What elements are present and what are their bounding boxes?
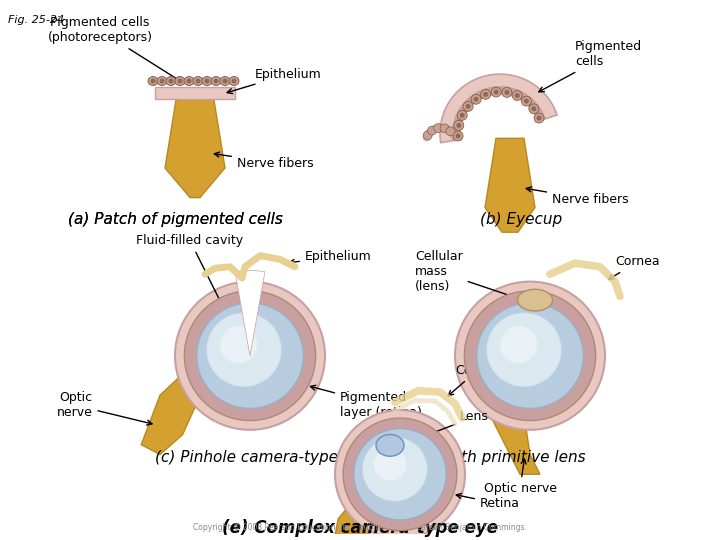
Text: Optic
nerve: Optic nerve: [57, 391, 152, 425]
Ellipse shape: [374, 449, 407, 481]
Circle shape: [454, 120, 464, 130]
Text: Optic nerve: Optic nerve: [484, 459, 557, 495]
Circle shape: [446, 127, 455, 136]
PathPatch shape: [328, 499, 374, 540]
Text: Cornea: Cornea: [449, 364, 500, 396]
Circle shape: [440, 124, 449, 133]
Ellipse shape: [204, 78, 210, 84]
Text: Cornea: Cornea: [608, 255, 660, 279]
Circle shape: [483, 92, 488, 97]
Ellipse shape: [166, 77, 176, 85]
Circle shape: [463, 102, 473, 111]
Circle shape: [428, 126, 436, 135]
Circle shape: [515, 93, 520, 98]
Circle shape: [534, 113, 544, 123]
Ellipse shape: [477, 303, 583, 408]
Ellipse shape: [214, 78, 218, 84]
Circle shape: [536, 116, 541, 120]
Circle shape: [524, 99, 529, 104]
Ellipse shape: [362, 437, 427, 501]
Ellipse shape: [202, 77, 212, 85]
PathPatch shape: [165, 94, 225, 198]
Ellipse shape: [500, 326, 538, 363]
PathPatch shape: [141, 370, 205, 455]
Ellipse shape: [196, 78, 200, 84]
Ellipse shape: [193, 77, 203, 85]
Circle shape: [456, 133, 461, 138]
Ellipse shape: [168, 78, 174, 84]
Circle shape: [453, 131, 463, 141]
Ellipse shape: [148, 77, 158, 85]
Ellipse shape: [184, 77, 194, 85]
Text: (a) Patch of pigmented cells: (a) Patch of pigmented cells: [68, 212, 282, 227]
Circle shape: [502, 87, 512, 97]
Circle shape: [531, 106, 536, 111]
Ellipse shape: [232, 78, 236, 84]
Text: Fig. 25-24: Fig. 25-24: [8, 15, 64, 25]
Text: Retina: Retina: [456, 494, 520, 510]
Polygon shape: [452, 86, 546, 141]
Circle shape: [505, 90, 510, 95]
Ellipse shape: [175, 77, 185, 85]
Text: (b) Eyecup: (b) Eyecup: [480, 212, 562, 227]
Ellipse shape: [150, 78, 156, 84]
Ellipse shape: [376, 435, 404, 456]
Circle shape: [512, 91, 522, 100]
Ellipse shape: [178, 78, 182, 84]
Circle shape: [474, 97, 479, 102]
Ellipse shape: [220, 326, 258, 363]
Text: Pigmented cells
(photoreceptors): Pigmented cells (photoreceptors): [48, 16, 181, 82]
Wedge shape: [235, 271, 265, 356]
PathPatch shape: [492, 386, 540, 474]
Circle shape: [459, 113, 464, 118]
Text: Cellular
mass
(lens): Cellular mass (lens): [415, 250, 526, 302]
Ellipse shape: [175, 281, 325, 430]
Circle shape: [466, 104, 471, 109]
Text: Copyright © 2008 Pearson Education, Inc., publishing as Pearson Benjamin Cumming: Copyright © 2008 Pearson Education, Inc.…: [193, 523, 527, 531]
Ellipse shape: [160, 78, 164, 84]
Circle shape: [423, 131, 432, 140]
PathPatch shape: [485, 138, 535, 232]
Text: Lens: Lens: [404, 410, 489, 444]
Ellipse shape: [487, 313, 562, 387]
Circle shape: [433, 124, 443, 132]
Ellipse shape: [464, 291, 595, 421]
Text: Fluid-filled cavity: Fluid-filled cavity: [136, 234, 243, 337]
Circle shape: [494, 90, 499, 94]
Ellipse shape: [518, 289, 552, 311]
Circle shape: [481, 90, 490, 99]
Text: (e) Complex camera-type eye: (e) Complex camera-type eye: [222, 519, 498, 537]
Ellipse shape: [343, 418, 457, 530]
Text: (a) Patch of pigmented cells: (a) Patch of pigmented cells: [68, 212, 282, 227]
Text: (d) Eye with primitive lens: (d) Eye with primitive lens: [385, 450, 585, 464]
Text: (c) Pinhole camera-type eye: (c) Pinhole camera-type eye: [155, 450, 371, 464]
Ellipse shape: [207, 313, 282, 387]
Circle shape: [528, 104, 539, 114]
Text: Pigmented
cells: Pigmented cells: [539, 40, 642, 92]
Circle shape: [521, 96, 531, 106]
Circle shape: [471, 94, 481, 104]
Ellipse shape: [220, 77, 230, 85]
Ellipse shape: [211, 77, 221, 85]
Text: Nerve fibers: Nerve fibers: [215, 152, 314, 170]
Circle shape: [457, 110, 467, 120]
Circle shape: [491, 87, 501, 97]
Ellipse shape: [354, 429, 446, 520]
Circle shape: [456, 123, 462, 128]
Ellipse shape: [157, 77, 167, 85]
Ellipse shape: [186, 78, 192, 84]
Text: Nerve fibers: Nerve fibers: [526, 187, 629, 206]
Ellipse shape: [335, 410, 465, 538]
Ellipse shape: [184, 291, 315, 421]
Text: Pigmented
layer (retina): Pigmented layer (retina): [310, 386, 422, 419]
Text: Epithelium: Epithelium: [227, 68, 322, 93]
Ellipse shape: [229, 77, 239, 85]
Ellipse shape: [222, 78, 228, 84]
Text: Optic nerve: Optic nerve: [0, 539, 1, 540]
Bar: [155, 87, 235, 99]
Text: Epithelium: Epithelium: [289, 251, 372, 265]
Polygon shape: [440, 74, 557, 143]
Ellipse shape: [455, 281, 605, 430]
Ellipse shape: [197, 303, 303, 408]
